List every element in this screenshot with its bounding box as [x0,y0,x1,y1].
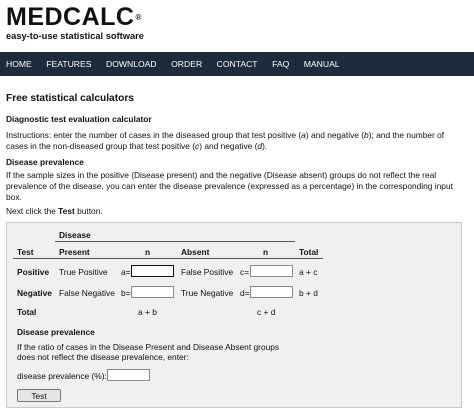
col-total: Total [299,247,319,257]
calculator-form: Disease Test Present n Absent n Total Po… [6,222,462,408]
next-part: button. [74,206,103,216]
instructions-c: c [195,141,200,151]
instructions-text: Instructions: enter the number of cases … [6,130,468,152]
false-positive-label: False Positive [181,267,234,277]
logo-text: MEDCALC [6,3,135,31]
test-button[interactable]: Test [17,389,61,402]
total-ab: a + b [138,307,157,317]
prevalence-input[interactable] [107,369,150,381]
prevalence-heading: Disease prevalence [6,157,84,167]
prevalence-text: If the sample sizes in the positive (Dis… [6,170,453,202]
false-negative-label: False Negative [59,288,115,298]
disease-header: Disease [59,230,91,240]
col-test: Test [17,247,34,257]
row-negative: Negative [17,288,52,298]
label-c: c= [240,267,250,277]
row-total: Total [17,307,37,317]
instructions-b: b [364,130,369,140]
col-absent: Absent [181,247,210,257]
prevalence-note-line2: does not reflect the disease prevalence,… [17,352,189,362]
instructions-a: a [301,130,306,140]
total-bd: b + d [299,288,318,298]
total-ac: a + c [299,267,318,277]
calculator-title: Diagnostic test evaluation calculator [6,114,152,124]
true-positive-label: True Positive [59,267,108,277]
registered-mark: ® [135,13,142,22]
nav-contact[interactable]: CONTACT [216,59,258,69]
page-title: Free statistical calculators [6,93,134,104]
next-instruction: Next click the Test button. [6,206,468,217]
total-cd: c + d [257,307,276,317]
nav-download[interactable]: DOWNLOAD [105,59,157,69]
input-a[interactable] [131,265,174,277]
instructions-part: ) and negative ( [305,130,365,140]
form-prevalence-heading: Disease prevalence [17,327,95,337]
row-positive: Positive [17,267,50,277]
input-c[interactable] [250,265,293,277]
header-rule [13,258,323,259]
input-b[interactable] [131,286,174,298]
nav-faq[interactable]: FAQ [272,59,290,69]
label-b: b= [121,288,131,298]
instructions-d: d [257,141,263,151]
next-part: Next click the [6,206,59,216]
instructions-part: ) and negative ( [199,141,258,151]
next-bold: Test [58,206,75,216]
label-a: a= [121,267,131,277]
disease-header-rule [55,241,295,242]
instructions-part: ). [262,141,268,151]
prevalence-note-line1: If the ratio of cases in the Disease Pre… [17,342,280,352]
tagline: easy-to-use statistical software [6,31,144,41]
input-d[interactable] [250,286,293,298]
nav-home[interactable]: HOME [6,59,32,69]
true-negative-label: True Negative [181,288,234,298]
instructions-part: Instructions: enter the number of cases … [6,130,302,140]
col-present: Present [59,247,90,257]
instructions-part: ); and the number of cases in the non-di… [6,130,445,151]
prevalence-label: disease prevalence (%): [17,371,107,381]
label-d: d= [240,288,250,298]
col-n-present: n [145,247,151,257]
nav-features[interactable]: FEATURES [46,59,92,69]
main-nav: HOME FEATURES DOWNLOAD ORDER CONTACT FAQ… [0,52,474,76]
medcalc-logo[interactable]: MEDCALC® [6,4,474,30]
nav-order[interactable]: ORDER [171,59,203,69]
col-n-absent: n [263,247,269,257]
nav-manual[interactable]: MANUAL [303,59,340,69]
site-header: MEDCALC® easy-to-use statistical softwar… [0,0,474,52]
